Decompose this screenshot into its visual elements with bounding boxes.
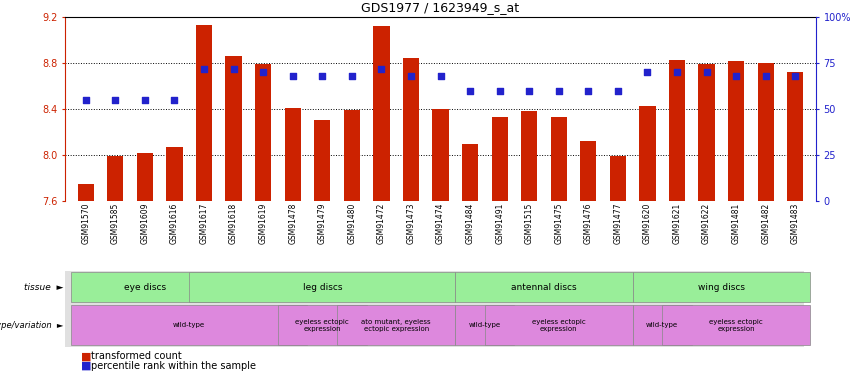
Point bbox=[759, 73, 773, 79]
Bar bbox=[71, 272, 219, 302]
Text: percentile rank within the sample: percentile rank within the sample bbox=[91, 361, 256, 370]
Point bbox=[197, 66, 211, 72]
Bar bbox=[456, 272, 633, 302]
Bar bbox=[640, 106, 655, 201]
Bar bbox=[662, 306, 810, 345]
Text: genotype/variation  ►: genotype/variation ► bbox=[0, 321, 63, 330]
Point bbox=[374, 66, 388, 72]
Bar bbox=[337, 306, 456, 345]
Point bbox=[227, 66, 240, 72]
Text: transformed count: transformed count bbox=[91, 351, 182, 361]
Point bbox=[552, 88, 566, 94]
Point bbox=[611, 88, 625, 94]
Bar bbox=[285, 108, 301, 201]
Bar bbox=[699, 64, 714, 201]
Point bbox=[582, 88, 595, 94]
Text: eyeless ectopic
expression: eyeless ectopic expression bbox=[295, 319, 349, 332]
Point bbox=[700, 69, 713, 75]
Bar bbox=[728, 61, 744, 201]
Point bbox=[315, 73, 329, 79]
Point bbox=[108, 97, 122, 103]
Text: wild-type: wild-type bbox=[174, 322, 206, 328]
Point bbox=[138, 97, 152, 103]
Text: eye discs: eye discs bbox=[124, 283, 166, 292]
Title: GDS1977 / 1623949_s_at: GDS1977 / 1623949_s_at bbox=[361, 2, 520, 14]
Bar bbox=[373, 26, 390, 201]
Bar bbox=[580, 141, 596, 201]
Point bbox=[788, 73, 802, 79]
Point bbox=[670, 69, 684, 75]
Text: tissue  ►: tissue ► bbox=[24, 283, 63, 292]
Bar bbox=[432, 109, 449, 201]
Point bbox=[433, 73, 447, 79]
Bar bbox=[278, 306, 366, 345]
Bar bbox=[550, 117, 567, 201]
Point bbox=[641, 69, 654, 75]
Bar bbox=[491, 117, 508, 201]
Bar bbox=[462, 144, 478, 201]
Bar bbox=[787, 72, 804, 201]
Point bbox=[464, 88, 477, 94]
Text: ■: ■ bbox=[81, 351, 91, 361]
Bar bbox=[167, 147, 182, 201]
Bar bbox=[108, 156, 123, 201]
Bar bbox=[77, 184, 94, 201]
Point bbox=[729, 73, 743, 79]
Bar bbox=[344, 110, 360, 201]
Bar bbox=[669, 60, 685, 201]
Bar bbox=[456, 306, 515, 345]
Point bbox=[79, 97, 93, 103]
Bar bbox=[633, 306, 692, 345]
Bar bbox=[403, 58, 419, 201]
Bar bbox=[314, 120, 331, 201]
Text: eyeless ectopic
expression: eyeless ectopic expression bbox=[532, 319, 586, 332]
Bar bbox=[758, 63, 773, 201]
Bar bbox=[609, 156, 626, 201]
Point bbox=[168, 97, 181, 103]
Text: wild-type: wild-type bbox=[646, 322, 678, 328]
Bar bbox=[71, 306, 307, 345]
Text: eyeless ectopic
expression: eyeless ectopic expression bbox=[709, 319, 763, 332]
Bar bbox=[189, 272, 456, 302]
Bar bbox=[485, 306, 633, 345]
Point bbox=[404, 73, 418, 79]
Bar bbox=[521, 111, 537, 201]
Point bbox=[286, 73, 299, 79]
Point bbox=[493, 88, 507, 94]
Point bbox=[523, 88, 536, 94]
Text: ato mutant, eyeless
ectopic expression: ato mutant, eyeless ectopic expression bbox=[361, 319, 431, 332]
Text: leg discs: leg discs bbox=[303, 283, 342, 292]
Point bbox=[256, 69, 270, 75]
Text: antennal discs: antennal discs bbox=[511, 283, 576, 292]
Bar bbox=[226, 56, 241, 201]
Text: wing discs: wing discs bbox=[698, 283, 745, 292]
Point bbox=[345, 73, 358, 79]
Bar bbox=[196, 25, 212, 201]
Bar bbox=[633, 272, 810, 302]
Bar bbox=[255, 64, 272, 201]
Bar bbox=[137, 153, 153, 201]
Text: ■: ■ bbox=[81, 361, 91, 370]
Text: wild-type: wild-type bbox=[469, 322, 501, 328]
